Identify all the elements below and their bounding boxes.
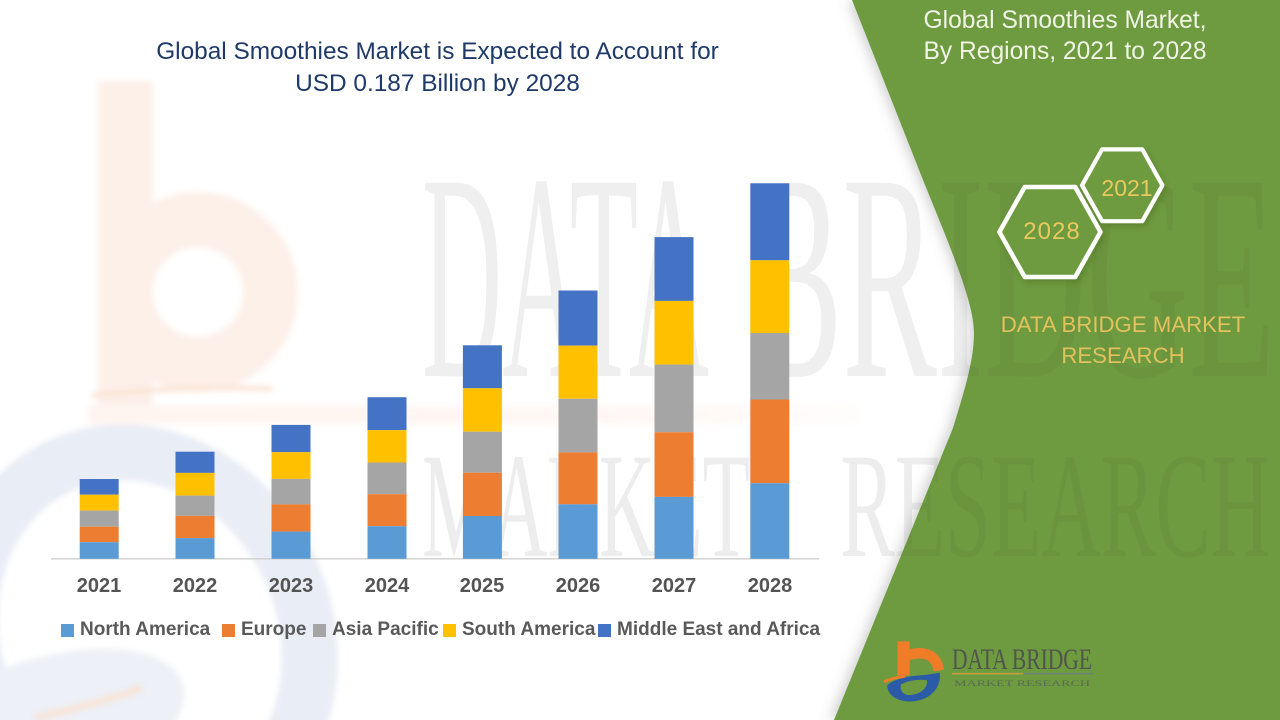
- svg-text:DATA BRIDGE: DATA BRIDGE: [952, 643, 1092, 676]
- svg-text:MARKET RESEARCH: MARKET RESEARCH: [954, 678, 1090, 688]
